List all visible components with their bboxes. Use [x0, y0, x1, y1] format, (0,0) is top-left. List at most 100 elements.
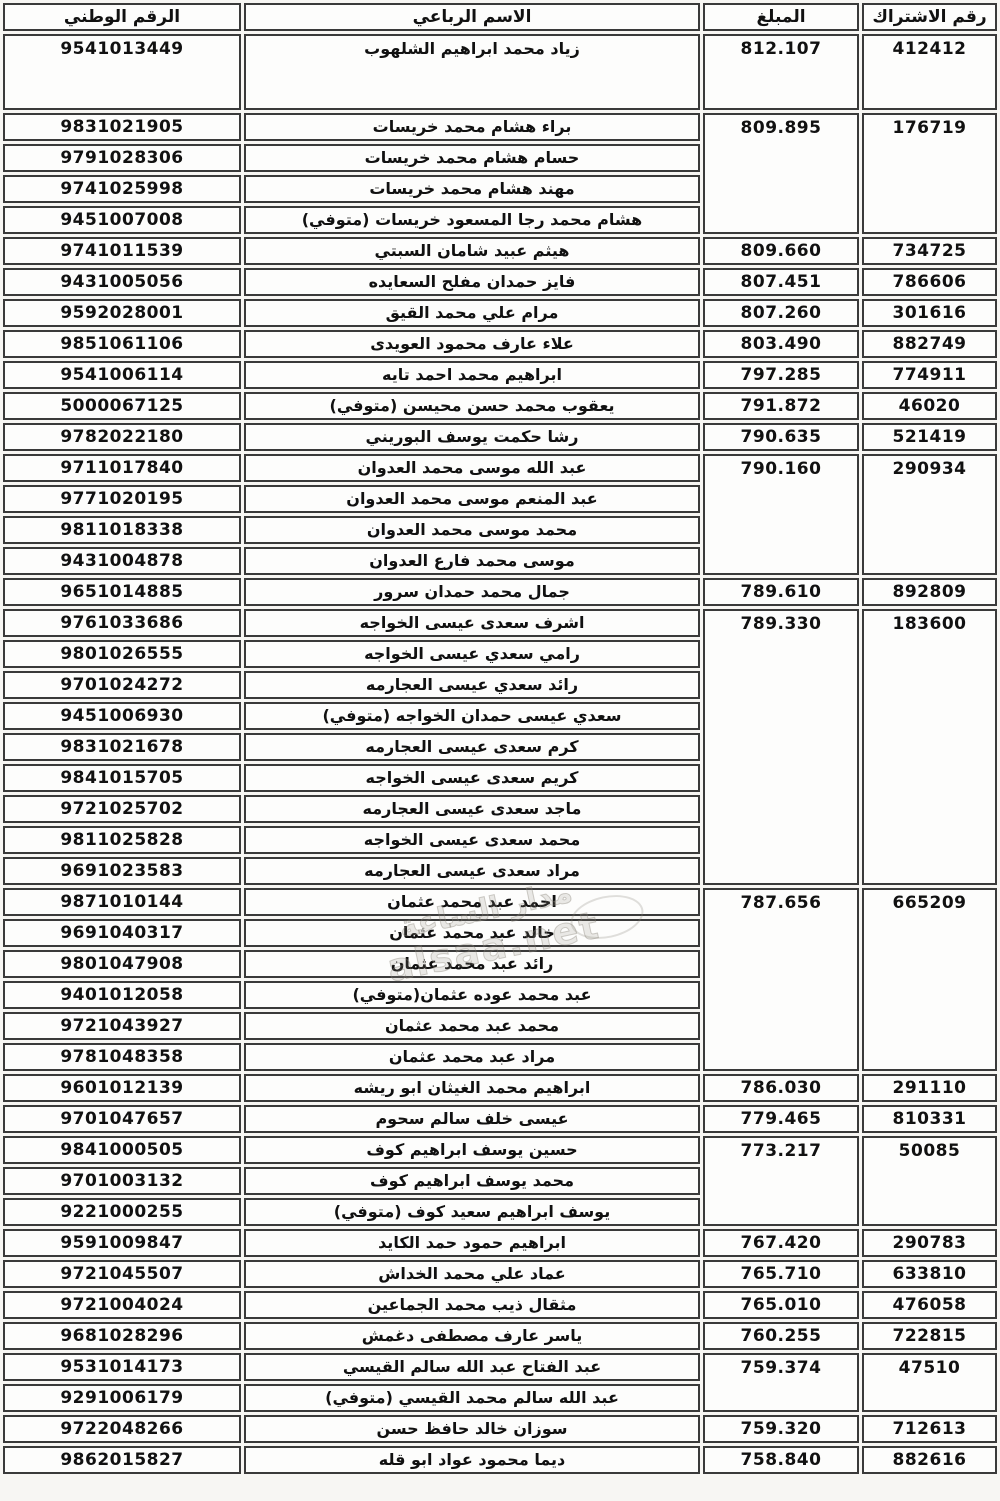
full-name-cell: رائد سعدي عيسى العجارمه — [244, 671, 700, 699]
national-id-cell: 9651014885 — [3, 578, 241, 606]
member-row: خالد عبد محمد عثمان 9691040317 — [3, 919, 997, 947]
subscription-number-cell: 734725 — [862, 237, 997, 265]
member-row: 290934 790.160 عبد الله موسى محمد العدوان 9… — [3, 454, 997, 575]
full-name-cell: ياسر عارف مصطفى دغمش — [244, 1322, 700, 1350]
full-name-cell: عماد علي محمد الخداش — [244, 1260, 700, 1288]
table-body: 412412 812.107 زياد محمد ابراهيم الشلهوب 95… — [3, 34, 997, 1474]
member-row: هشام محمد رجا المسعود خريسات (متوفي) 9451… — [3, 206, 997, 234]
full-name-cell: اشرف سعدى عيسى الخواجه — [244, 609, 700, 637]
full-name-cell: مرام علي محمد القيق — [244, 299, 700, 327]
member-row: رائد عبد محمد عثمان 9801047908 — [3, 950, 997, 978]
national-id-cell: 9711017840 — [3, 454, 241, 482]
amount-cell: 809.895 — [703, 113, 859, 234]
full-name-cell: ابراهيم محمد الغيثان ابو ريشه — [244, 1074, 700, 1102]
full-name-cell: محمد سعدى عيسى الخواجه — [244, 826, 700, 854]
full-name-cell: حسام هشام محمد خريسات — [244, 144, 700, 172]
amount-cell: 789.610 — [703, 578, 859, 606]
subscription-number-cell: 290934 — [862, 454, 997, 575]
subscription-number-cell: 633810 — [862, 1260, 997, 1288]
full-name-cell: محمد يوسف ابراهيم كوف — [244, 1167, 700, 1195]
national-id-cell: 9721025702 — [3, 795, 241, 823]
national-id-cell: 9431005056 — [3, 268, 241, 296]
national-id-cell: 9592028001 — [3, 299, 241, 327]
member-row: عبد محمد عوده عثمان(متوفي) 9401012058 — [3, 981, 997, 1009]
member-row: سعدي عيسى حمدان الخواجه (متوفي) 945100693… — [3, 702, 997, 730]
member-row: رائد سعدي عيسى العجارمه 9701024272 — [3, 671, 997, 699]
full-name-cell: جمال محمد حمدان سرور — [244, 578, 700, 606]
subscription-number-cell: 786606 — [862, 268, 997, 296]
full-name-cell: ابراهيم محمد احمد تايه — [244, 361, 700, 389]
subscription-number-cell: 774911 — [862, 361, 997, 389]
national-id-cell: 5000067125 — [3, 392, 241, 420]
member-row: عبد المنعم موسى محمد العدوان 9771020195 — [3, 485, 997, 513]
member-row: ماجد سعدى عيسى العجارمه 9721025702 — [3, 795, 997, 823]
national-id-cell: 9701024272 — [3, 671, 241, 699]
subscription-number-cell: 665209 — [862, 888, 997, 1071]
full-name-cell: خالد عبد محمد عثمان — [244, 919, 700, 947]
national-id-cell: 9721045507 — [3, 1260, 241, 1288]
member-row: 183600 789.330 اشرف سعدى عيسى الخواجه 97610… — [3, 609, 997, 885]
national-id-cell: 9541006114 — [3, 361, 241, 389]
full-name-cell: ماجد سعدى عيسى العجارمه — [244, 795, 700, 823]
subscription-number-cell: 46020 — [862, 392, 997, 420]
full-name-cell: فايز حمدان مفلح السعايده — [244, 268, 700, 296]
amount-cell: 789.330 — [703, 609, 859, 885]
subscription-number-cell: 882616 — [862, 1446, 997, 1474]
full-name-cell: محمد موسى محمد العدوان — [244, 516, 700, 544]
full-name-cell: عبد الفتاح عبد الله سالم القيسي — [244, 1353, 700, 1381]
full-name-cell: هيثم عبيد شامان السبتي — [244, 237, 700, 265]
national-id-cell: 9831021678 — [3, 733, 241, 761]
national-id-cell: 9531014173 — [3, 1353, 241, 1381]
amount-cell: 797.285 — [703, 361, 859, 389]
amount-cell: 791.872 — [703, 392, 859, 420]
member-row: محمد عبد محمد عثمان 9721043927 — [3, 1012, 997, 1040]
member-row: محمد سعدى عيسى الخواجه 9811025828 — [3, 826, 997, 854]
subscription-number-cell: 47510 — [862, 1353, 997, 1412]
amount-cell: 807.260 — [703, 299, 859, 327]
full-name-cell: احمد عبد محمد عثمان — [244, 888, 700, 916]
subscription-number-cell: 301616 — [862, 299, 997, 327]
amount-cell: 765.010 — [703, 1291, 859, 1319]
table-header-row: رقم الاشتراك المبلغ الاسم الرباعي الرقم … — [3, 3, 997, 31]
member-row: حسام هشام محمد خريسات 9791028306 — [3, 144, 997, 172]
full-name-cell: حسين يوسف ابراهيم كوف — [244, 1136, 700, 1164]
national-id-cell: 9801047908 — [3, 950, 241, 978]
member-row: رامي سعدي عيسى الخواجه 9801026555 — [3, 640, 997, 668]
full-name-cell: كريم سعدى عيسى الخواجه — [244, 764, 700, 792]
subscription-number-cell: 183600 — [862, 609, 997, 885]
national-id-cell: 9801026555 — [3, 640, 241, 668]
national-id-cell: 9791028306 — [3, 144, 241, 172]
amount-cell: 759.320 — [703, 1415, 859, 1443]
subscription-number-cell: 291110 — [862, 1074, 997, 1102]
national-id-cell: 9721043927 — [3, 1012, 241, 1040]
full-name-cell: زياد محمد ابراهيم الشلهوب — [244, 34, 700, 110]
header-subscription-number: رقم الاشتراك — [862, 3, 997, 31]
member-row: 722815 760.255 ياسر عارف مصطفى دغمش 9681028… — [3, 1322, 997, 1350]
amount-cell: 787.656 — [703, 888, 859, 1071]
subscription-number-cell: 50085 — [862, 1136, 997, 1226]
national-id-cell: 9782022180 — [3, 423, 241, 451]
subscription-number-cell: 176719 — [862, 113, 997, 234]
national-id-cell: 9541013449 — [3, 34, 241, 110]
member-row: 412412 812.107 زياد محمد ابراهيم الشلهوب 95… — [3, 34, 997, 110]
member-row: كريم سعدى عيسى الخواجه 9841015705 — [3, 764, 997, 792]
national-id-cell: 9451007008 — [3, 206, 241, 234]
amount-cell: 790.160 — [703, 454, 859, 575]
subscription-number-cell: 412412 — [862, 34, 997, 110]
member-row: 633810 765.710 عماد علي محمد الخداش 9721045… — [3, 1260, 997, 1288]
national-id-cell: 9851061106 — [3, 330, 241, 358]
member-row: 290783 767.420 ابراهيم حمود حمد الكايد 9591… — [3, 1229, 997, 1257]
national-id-cell: 9741025998 — [3, 175, 241, 203]
member-row: 786606 807.451 فايز حمدان مفلح السعايده 943… — [3, 268, 997, 296]
national-id-cell: 9431004878 — [3, 547, 241, 575]
national-id-cell: 9761033686 — [3, 609, 241, 637]
national-id-cell: 9721004024 — [3, 1291, 241, 1319]
amount-cell: 786.030 — [703, 1074, 859, 1102]
member-row: 176719 809.895 براء هشام محمد خريسات 983102… — [3, 113, 997, 234]
full-name-cell: رشا حكمت يوسف البوريني — [244, 423, 700, 451]
member-row: 521419 790.635 رشا حكمت يوسف البوريني 97820… — [3, 423, 997, 451]
amount-cell: 812.107 — [703, 34, 859, 110]
member-row: مهند هشام محمد خريسات 9741025998 — [3, 175, 997, 203]
amount-cell: 773.217 — [703, 1136, 859, 1226]
